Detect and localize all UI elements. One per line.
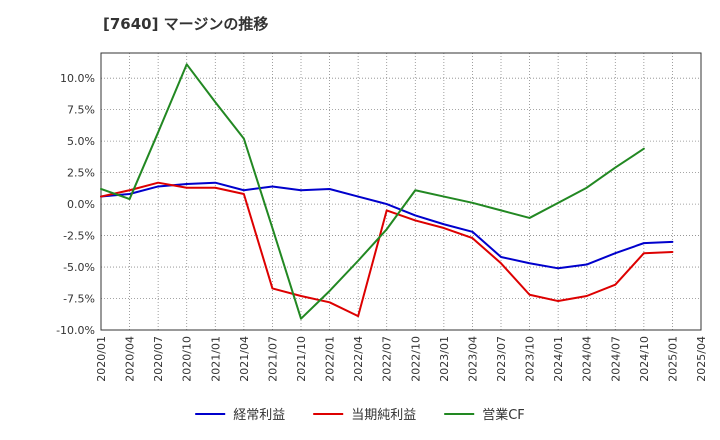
y-tick-label: 2.5% [67, 167, 95, 180]
chart-title: [7640] マージンの推移 [103, 15, 269, 33]
y-tick-label: 7.5% [67, 104, 95, 117]
x-axis-ticks: 2020/01 2020/04 2020/07 2020/10 2021/01 2021/… [95, 336, 708, 382]
x-tick-label: 2025/01 [666, 336, 679, 382]
plot-frame [100, 52, 702, 331]
x-tick-label: 2021/01 [209, 336, 222, 382]
legend: 経常利益 当期純利益 営業CF [195, 407, 525, 423]
x-tick-label: 2025/04 [695, 336, 708, 382]
y-tick-label: 10.0% [60, 72, 95, 85]
x-tick-label: 2022/01 [324, 336, 337, 382]
legend-item: 当期純利益 [313, 408, 416, 423]
series-layer [100, 63, 674, 320]
legend-label: 営業CF [482, 407, 525, 423]
y-tick-label: -2.5% [63, 230, 95, 243]
x-tick-label: 2023/10 [524, 336, 537, 382]
x-tick-label: 2020/10 [181, 336, 194, 382]
legend-item: 営業CF [444, 407, 525, 423]
x-tick-label: 2020/04 [124, 336, 137, 382]
plot-area [101, 53, 701, 330]
x-tick-label: 2021/04 [238, 336, 251, 382]
legend-label: 経常利益 [233, 408, 285, 423]
x-tick-label: 2023/01 [438, 336, 451, 382]
x-tick-label: 2024/01 [552, 336, 565, 382]
x-tick-label: 2021/07 [266, 336, 279, 382]
legend-item: 経常利益 [195, 408, 285, 423]
legend-label: 当期純利益 [351, 408, 416, 423]
x-tick-label: 2024/07 [609, 336, 622, 382]
y-tick-label: -10.0% [56, 324, 95, 337]
x-tick-label: 2020/07 [152, 336, 165, 382]
x-tick-label: 2022/04 [352, 336, 365, 382]
y-tick-label: -7.5% [63, 293, 95, 306]
series-line [100, 63, 645, 320]
grid-layer [100, 53, 702, 331]
x-tick-label: 2022/10 [409, 336, 422, 382]
y-axis-ticks: -10.0% -7.5% -5.0% -2.5% 0.0% 2.5% 5.0% 7.5% 10.… [56, 72, 95, 337]
y-tick-label: -5.0% [63, 261, 95, 274]
x-tick-label: 2021/10 [295, 336, 308, 382]
series-line [100, 181, 674, 318]
x-tick-label: 2024/04 [581, 336, 594, 382]
x-tick-label: 2024/10 [638, 336, 651, 382]
y-tick-label: 0.0% [67, 198, 95, 211]
x-tick-label: 2023/07 [495, 336, 508, 382]
series-line [100, 181, 674, 270]
x-tick-label: 2020/01 [95, 336, 108, 382]
y-tick-label: 5.0% [67, 135, 95, 148]
x-tick-label: 2023/04 [466, 336, 479, 382]
x-tick-label: 2022/07 [381, 336, 394, 382]
